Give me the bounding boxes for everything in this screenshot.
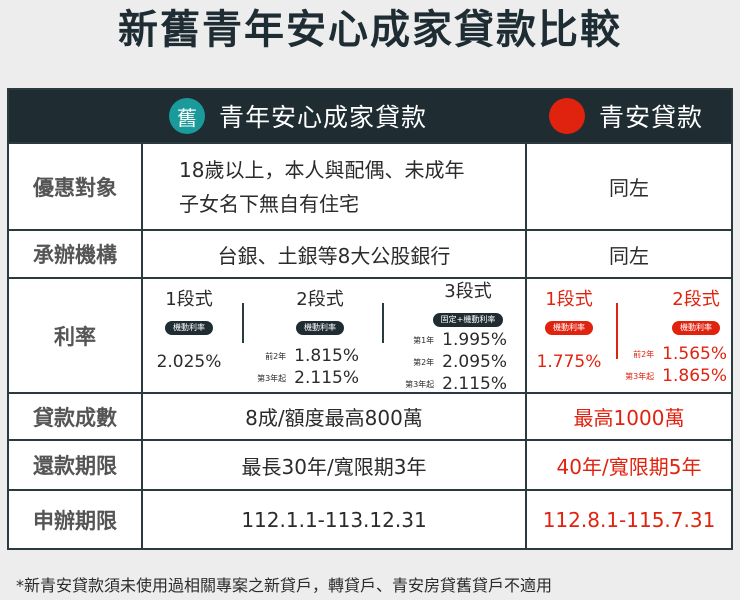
- rate-old-tier2: 2段式 機動利率 前2年 1.815% 第3年起 2.115%: [247, 289, 359, 389]
- period-label: 前2年: [265, 351, 287, 361]
- header-new-label: 青安貸款: [599, 103, 704, 132]
- eligibility-old-line2: 子女名下無自有住宅: [179, 191, 359, 216]
- institutions-old: 台銀、土銀等8大公股銀行: [143, 231, 527, 277]
- rate-value: 2.095%: [442, 352, 507, 372]
- divider: [242, 303, 244, 343]
- row-label: 貸款成數: [9, 394, 143, 439]
- tier-name: 1段式: [545, 289, 593, 310]
- table-row-eligibility: 優惠對象 18歲以上，本人與配偶、未成年 子女名下無自有住宅 同左: [9, 142, 731, 229]
- row-label: 申辦期限: [9, 491, 143, 548]
- row-label: 承辦機構: [9, 231, 143, 277]
- period-label: 第2年: [413, 357, 435, 367]
- rate-type-pill: 固定+機動利率: [432, 313, 504, 327]
- loan-ratio-new: 最高1000萬: [573, 406, 685, 430]
- rate-type-pill: 機動利率: [672, 321, 720, 335]
- table-row-loan-ratio: 貸款成數 8成/額度最高800萬 最高1000萬: [9, 392, 731, 439]
- rate-value: 2.025%: [156, 352, 222, 372]
- eligibility-old-line1: 18歲以上，本人與配偶、未成年: [179, 157, 465, 182]
- table-row-institutions: 承辦機構 台銀、土銀等8大公股銀行 同左: [9, 229, 731, 277]
- rate-type-pill: 機動利率: [165, 321, 213, 335]
- rate-old: 1段式 機動利率 2.025% 2段式 機動利率 前2年 1.815% 第3年起…: [143, 279, 527, 395]
- rate-new: 1段式 機動利率 1.775% 2段式 機動利率 前2年 1.565% 第3年起…: [527, 279, 731, 392]
- rate-value: 1.815%: [294, 346, 359, 366]
- period-label: 第1年: [413, 335, 435, 345]
- header-new-loan: 新 青安貸款: [549, 90, 703, 142]
- divider: [616, 303, 618, 359]
- rate-value: 2.115%: [442, 374, 507, 394]
- row-label: 還款期限: [9, 441, 143, 489]
- rate-value: 1.565%: [662, 344, 727, 364]
- divider: [382, 303, 384, 343]
- rate-new-tier1: 1段式 機動利率 1.775%: [535, 289, 603, 373]
- rate-new-tier2: 2段式 機動利率 前2年 1.565% 第3年起 1.865%: [619, 289, 727, 387]
- period-label: 第3年起: [405, 379, 435, 389]
- rate-value: 1.995%: [442, 330, 507, 350]
- row-label: 利率: [9, 279, 143, 392]
- table-header: 舊 青年安心成家貸款 新 青安貸款: [9, 90, 731, 142]
- institutions-new: 同左: [609, 243, 649, 268]
- rate-value: 1.865%: [662, 366, 727, 386]
- table-row-rate: 利率 1段式 機動利率 2.025% 2段式 機動利率 前2年 1.815%: [9, 277, 731, 395]
- period-label: 第3年起: [625, 371, 655, 381]
- comparison-table: 舊 青年安心成家貸款 新 青安貸款 優惠對象 18歲以上，本人與配偶、未成年 子…: [7, 88, 733, 550]
- period-label: 第3年起: [257, 373, 287, 383]
- rate-type-pill: 機動利率: [296, 321, 344, 335]
- row-label: 優惠對象: [9, 144, 143, 229]
- repayment-new: 40年/寬限期5年: [556, 454, 702, 479]
- tier-name: 2段式: [296, 289, 344, 310]
- application-old: 112.1.1-113.12.31: [143, 491, 527, 548]
- header-old-label: 青年安心成家貸款: [219, 103, 428, 132]
- application-new: 112.8.1-115.7.31: [542, 507, 716, 532]
- page-title: 新舊青年安心成家貸款比較: [118, 7, 622, 53]
- new-badge-icon: 新: [549, 98, 585, 134]
- eligibility-old: 18歲以上，本人與配偶、未成年 子女名下無自有住宅: [143, 144, 527, 229]
- loan-ratio-old: 8成/額度最高800萬: [143, 394, 527, 439]
- tier-name: 2段式: [672, 289, 720, 310]
- repayment-old: 最長30年/寬限期3年: [143, 441, 527, 489]
- table-row-repayment: 還款期限 最長30年/寬限期3年 40年/寬限期5年: [9, 439, 731, 489]
- rate-old-tier1: 1段式 機動利率 2.025%: [153, 289, 225, 373]
- rate-type-pill: 機動利率: [545, 321, 593, 335]
- tier-name: 3段式: [444, 281, 492, 302]
- header-old-loan: 舊 青年安心成家貸款: [169, 90, 427, 142]
- rate-value: 2.115%: [294, 368, 359, 388]
- rate-value: 1.775%: [536, 352, 602, 372]
- period-label: 前2年: [633, 349, 655, 359]
- tier-name: 1段式: [165, 289, 213, 310]
- rate-old-tier3: 3段式 固定+機動利率 第1年 1.995% 第2年 2.095% 第3年起 2…: [389, 281, 507, 395]
- eligibility-new: 同左: [609, 176, 649, 200]
- table-row-application: 申辦期限 112.1.1-113.12.31 112.8.1-115.7.31: [9, 489, 731, 548]
- footnote: *新青安貸款須未使用過相關專案之新貸戶，轉貸戶、青安房貸舊貸戶不適用: [16, 576, 553, 595]
- old-badge-icon: 舊: [169, 98, 205, 134]
